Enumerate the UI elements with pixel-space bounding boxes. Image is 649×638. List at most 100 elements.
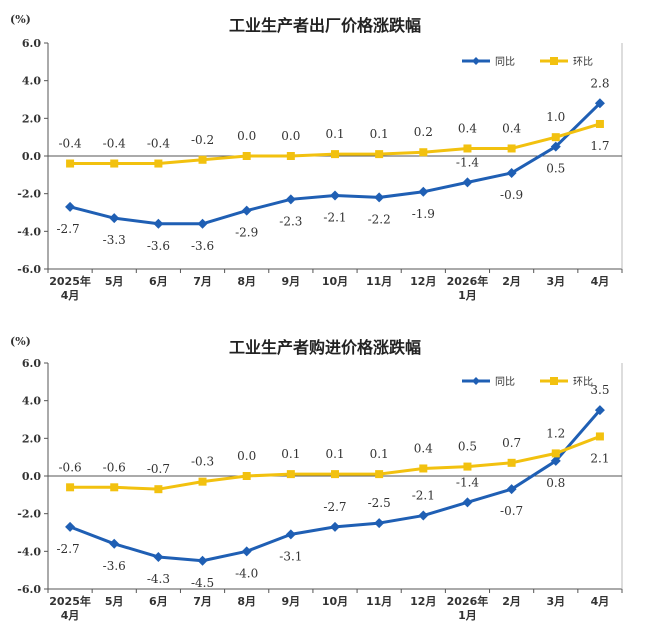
data-point [419,464,428,473]
data-point [66,159,75,168]
data-point [462,497,473,508]
data-label: 0.1 [370,127,389,141]
data-point [418,186,429,197]
data-label: -3.6 [147,239,170,253]
x-tick-label: 7月 [193,595,212,608]
data-point [330,190,340,201]
x-tick-label: 2月 [502,275,521,288]
data-point [242,152,251,160]
data-label: 0.1 [325,127,344,141]
legend-label: 环比 [573,376,593,388]
chart-title: 工业生产者出厂价格涨跌幅 [229,16,421,35]
x-tick-label: 2025年 [49,274,91,288]
data-label: 0.5 [546,162,565,176]
x-tick-label: 9月 [282,595,301,608]
y-tick-label: 6.0 [22,357,41,370]
data-label: -4.5 [191,576,214,590]
data-label: -2.7 [57,542,80,556]
data-label: -0.7 [147,462,170,476]
legend-label: 同比 [495,56,515,68]
data-label: 1.2 [546,426,565,440]
x-tick-label: 3月 [546,595,565,608]
y-tick-label: 2.0 [22,112,41,125]
data-label: 0.8 [546,476,565,490]
x-tick-label: 2026年 [447,274,489,288]
data-point [109,538,120,549]
data-label: 3.5 [590,383,609,397]
data-label: -2.7 [57,222,80,236]
data-label: -2.5 [368,496,391,510]
data-point [198,155,207,164]
x-tick-label: 11月 [366,595,392,608]
data-point [65,521,76,532]
data-point [594,98,605,109]
data-point [506,484,517,495]
data-label: 0.5 [458,440,477,454]
data-point [462,177,473,188]
series-line-yoy [69,409,602,563]
legend-label: 同比 [495,376,515,388]
data-label: 0.4 [458,121,477,135]
legend-marker [472,57,480,65]
data-point [419,148,428,157]
x-tick-label: 2025年 [49,594,91,608]
x-tick-label: 8月 [237,595,256,608]
data-point [241,546,252,557]
data-label: 2.1 [590,451,609,465]
chart-title: 工业生产者购进价格涨跌幅 [229,338,421,357]
chart-2: 工业生产者购进价格涨跌幅 (%) 6.0 4.0 2.0 0.0 -2.0 -4.0 -6.0 2… [10,335,623,622]
data-label: 0.1 [281,447,300,461]
data-point [286,470,295,479]
x-tick-label: 5月 [105,595,124,608]
data-point [154,159,163,168]
data-label: -0.3 [191,455,214,469]
data-label: 1.7 [590,139,609,153]
data-point [153,551,164,562]
x-tick-label-line2: 1月 [458,289,477,302]
x-tick-label: 11月 [366,275,392,288]
data-label: 0.4 [502,121,521,135]
data-label: -2.1 [412,489,435,503]
data-label: -2.1 [323,211,346,225]
data-point [65,201,76,212]
data-label: -0.7 [500,504,523,518]
y-tick-label: -4.0 [17,545,41,558]
data-label: 0.1 [370,447,389,461]
data-point [550,141,561,152]
data-label: -4.3 [147,572,170,586]
x-tick-label-line2: 4月 [61,289,80,302]
y-tick-label: 0.0 [22,470,41,483]
data-point [551,449,560,458]
x-tick-label-line2: 1月 [458,609,477,622]
y-unit-label: (%) [10,13,31,26]
data-label: -2.7 [323,500,346,514]
data-point [109,213,120,224]
data-point [110,483,119,492]
data-point [374,518,385,529]
y-tick-label: 4.0 [22,75,41,88]
y-tick-label: 6.0 [22,37,41,50]
chart-1: 工业生产者出厂价格涨跌幅 (%) 6.0 4.0 2.0 0.0 -2.0 -4.0 -6.0 2… [10,13,623,302]
data-point [110,159,119,168]
data-point [374,192,385,203]
data-point [198,477,207,486]
data-point [197,218,208,229]
data-label: 0.0 [237,129,256,143]
x-tick-label: 8月 [237,275,256,288]
data-label: -2.3 [279,214,302,228]
data-label: 0.0 [237,449,256,463]
legend-marker [472,377,480,385]
y-tick-label: 2.0 [22,432,41,445]
data-label: 0.2 [414,125,433,139]
legend-marker [550,57,558,65]
data-label: -3.6 [191,239,214,253]
data-label: -2.2 [368,212,391,226]
data-point [241,205,252,216]
y-tick-label: -2.0 [17,508,41,521]
data-point [242,472,251,480]
data-label: -0.4 [103,137,127,151]
data-point [594,405,605,416]
data-label: 0.0 [281,129,300,143]
data-label: -0.6 [103,460,126,474]
